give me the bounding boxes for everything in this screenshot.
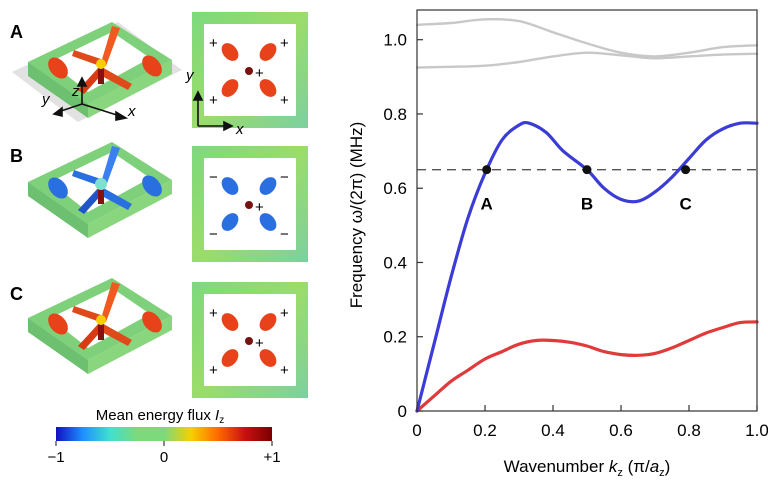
panel-a-axis-x: x [127, 103, 136, 120]
panel-b: B − − − − + [10, 142, 308, 262]
panel-a: A z y x [10, 12, 308, 138]
x-tick-label: 0.4 [541, 421, 565, 440]
x-tick-label: 0 [412, 421, 421, 440]
y-tick-label: 0 [398, 402, 407, 421]
chart-axes-layer: 0 0.2 0.4 0.6 0.8 1.0 0 0.2 0.4 0.6 0.8 1.0 [383, 31, 768, 440]
x-tick-label: 0.6 [609, 421, 633, 440]
panel-a-cross-section [192, 12, 308, 128]
x-axis-label: Wavenumber kz (π/az) [504, 457, 671, 479]
panel-a-axis-z: z [71, 83, 80, 100]
panel-a-cross-axis-x: x [235, 121, 244, 138]
panel-c-sign: + [280, 362, 289, 379]
x-tick-label: 0.2 [473, 421, 497, 440]
panel-b-label: B [10, 146, 23, 166]
y-tick-label: 0.2 [383, 328, 407, 347]
panel-c: C + + + + + [10, 278, 308, 398]
dispersion-chart: A B C 0 0.2 0.4 0.6 0.8 1.0 0 0.2 0.4 0.6 0.8 1.0 Fre… [347, 9, 768, 479]
colorbar: Mean energy flux Iz −1 0 +1 [47, 407, 280, 466]
panel-c-cross-section [192, 282, 308, 398]
panel-a-sign: + [280, 92, 289, 109]
panel-b-sign: − [209, 169, 218, 186]
marked-point-label: B [581, 195, 593, 214]
colorbar-tick-label: −1 [47, 449, 64, 466]
panel-b-sign: − [280, 226, 289, 243]
chart-series-layer: A B C [415, 17, 759, 413]
y-tick-label: 0.6 [383, 179, 407, 198]
x-tick-label: 0.8 [677, 421, 701, 440]
panel-b-3d-model [28, 142, 172, 238]
marked-point [681, 165, 691, 175]
panel-b-sign: − [280, 169, 289, 186]
panel-c-label: C [10, 284, 23, 304]
colorbar-tick-label: 0 [160, 449, 168, 466]
y-tick-label: 1.0 [383, 31, 407, 50]
panel-a-3d-model [12, 22, 182, 122]
marked-point [482, 165, 492, 175]
panel-a-sign: + [280, 35, 289, 52]
y-tick-label: 0.4 [383, 253, 407, 272]
panel-a-center-sign: + [255, 65, 264, 82]
panel-a-cross-axis-y: y [185, 67, 195, 84]
marked-point-label: A [481, 195, 493, 214]
x-tick-label: 1.0 [745, 421, 768, 440]
panel-a-label: A [10, 22, 23, 42]
panel-c-sign: + [209, 305, 218, 322]
panel-b-sign: − [209, 226, 218, 243]
panel-b-cross-section [192, 146, 308, 262]
series-line-1 [415, 320, 759, 413]
colorbar-gradient [56, 427, 272, 441]
panel-a-axes [52, 76, 129, 121]
panel-a-axis-y: y [41, 91, 51, 108]
panel-b-center-sign: + [255, 199, 264, 216]
panel-c-3d-model [28, 278, 172, 374]
series-line-3 [415, 51, 759, 69]
plot-frame [416, 9, 758, 412]
colorbar-tick-label: +1 [263, 449, 280, 466]
marked-point [582, 165, 592, 175]
y-axis-label: Frequency ω/(2π) (MHz) [347, 122, 366, 309]
panel-c-sign: + [209, 362, 218, 379]
panel-a-sign: + [209, 92, 218, 109]
colorbar-title: Mean energy flux Iz [96, 407, 224, 426]
panel-a-sign: + [209, 35, 218, 52]
panel-c-sign: + [280, 305, 289, 322]
panel-c-center-sign: + [255, 335, 264, 352]
panel-a-cross-axes [192, 90, 234, 132]
y-tick-label: 0.8 [383, 105, 407, 124]
series-line-2 [415, 17, 759, 58]
marked-point-label: C [679, 195, 691, 214]
